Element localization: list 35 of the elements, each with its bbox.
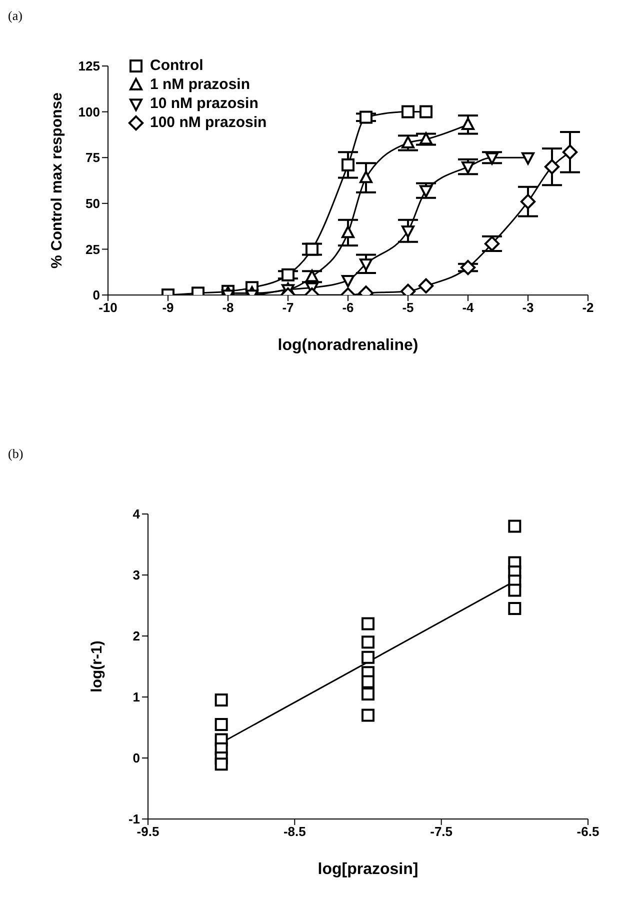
x-tick-label: -7.5	[430, 824, 453, 840]
x-tick-label: -6.5	[576, 824, 600, 840]
text: (b)	[8, 446, 24, 463]
x-tick-label: -5	[402, 300, 414, 316]
x-tick-label: -9.5	[136, 824, 160, 840]
y-tick-label: 1	[132, 690, 140, 705]
x-tick-label: -7	[282, 300, 294, 316]
legend-label: 100 nM prazosin	[150, 114, 267, 131]
y-tick-label: 125	[78, 58, 100, 74]
text: (a)	[8, 8, 24, 25]
y-tick-label: 100	[78, 104, 100, 120]
legend-label: Control	[150, 57, 204, 74]
x-tick-label: -4	[462, 300, 475, 316]
legend-label: 1 nM prazosin	[150, 76, 250, 93]
x-tick-label: -8	[222, 300, 234, 316]
y-tick-label: -1	[128, 812, 140, 827]
y-tick-label: 3	[132, 568, 140, 583]
x-tick-label: -9	[162, 300, 174, 316]
y-tick-label: 4	[132, 506, 141, 522]
y-tick-label: 2	[132, 628, 140, 644]
y-axis-title: % Control max response	[48, 92, 66, 268]
x-tick-label: -3	[522, 300, 534, 316]
x-axis-title: log(noradrenaline)	[278, 337, 418, 354]
y-axis-title: log(r-1)	[88, 640, 106, 692]
y-tick-label: 0	[92, 288, 100, 303]
x-tick-label: -2	[582, 300, 594, 316]
x-axis-title: log[prazosin]	[318, 861, 418, 878]
x-tick-label: -6	[342, 300, 354, 316]
x-tick-label: -10	[98, 300, 118, 316]
x-tick-label: -8.5	[283, 824, 306, 840]
y-tick-label: 0	[132, 750, 140, 766]
y-tick-label: 50	[86, 196, 100, 212]
y-tick-label: 25	[86, 242, 100, 257]
y-tick-label: 75	[86, 150, 100, 166]
legend-label: 10 nM prazosin	[150, 95, 258, 112]
